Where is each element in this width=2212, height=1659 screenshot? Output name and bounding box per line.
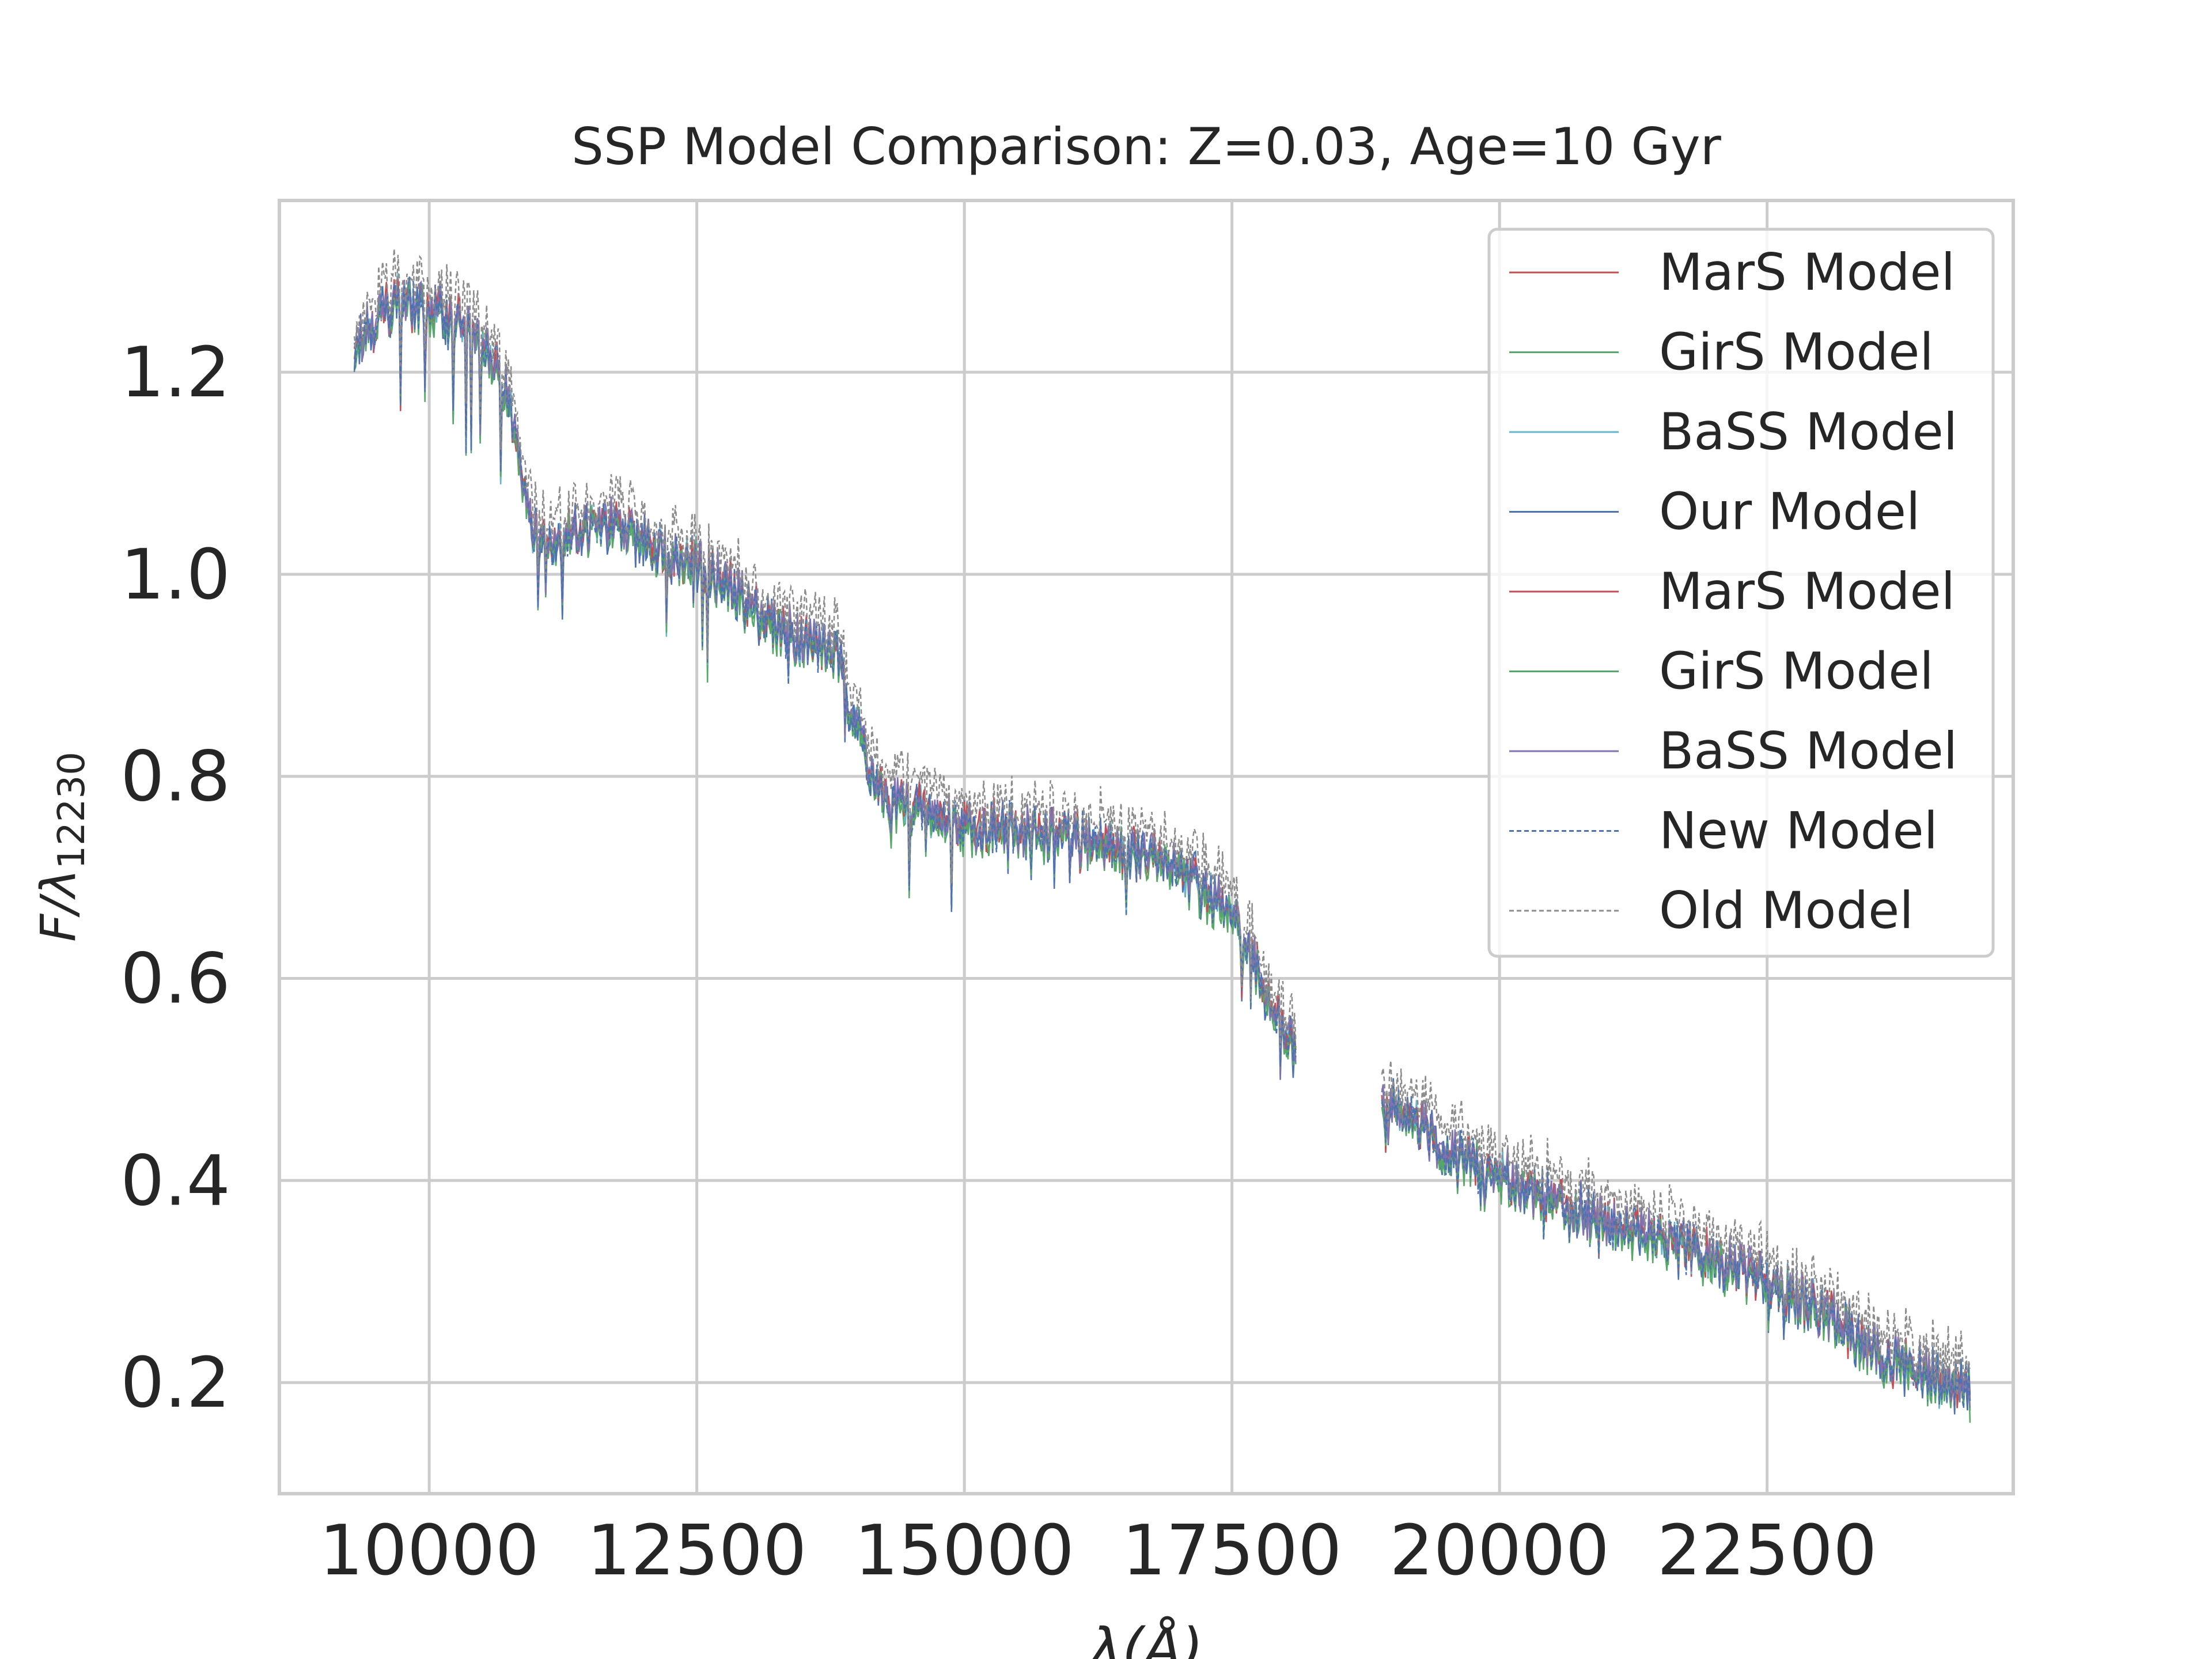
plot-area	[353, 248, 1971, 1423]
chart-title: SSP Model Comparison: Z=0.03, Age=10 Gyr	[571, 117, 1722, 176]
y-tick-label: 0.6	[120, 940, 230, 1020]
legend-label: GirS Model	[1659, 323, 1934, 382]
axes-frame	[278, 199, 2015, 1495]
x-axis-label: λ(Å)	[1086, 1616, 1203, 1659]
legend: MarS Model GirS Model BaSS Model Our Model M…	[1487, 228, 1995, 958]
y-axis: 0.2 0.4 0.6 0.8 1.0 1.2	[120, 333, 230, 1423]
y-tick-label: 0.2	[120, 1343, 230, 1423]
y-axis-label-subscript: 12230	[51, 752, 93, 869]
legend-label: BaSS Model	[1659, 721, 1957, 781]
x-tick-label: 15000	[854, 1511, 1074, 1591]
x-tick-label: 20000	[1389, 1511, 1609, 1591]
y-axis-label: F/λ12230	[30, 752, 93, 942]
x-tick-label: 10000	[319, 1511, 539, 1591]
series-line	[353, 248, 1971, 1396]
y-tick-label: 1.2	[120, 333, 230, 413]
y-tick-label: 0.8	[120, 737, 230, 817]
y-tick-label: 0.4	[120, 1141, 230, 1221]
legend-label: GirS Model	[1659, 642, 1934, 701]
series-line	[353, 281, 1971, 1412]
y-axis-label-main: F/λ	[30, 869, 86, 942]
legend-label: Old Model	[1659, 881, 1914, 940]
legend-label: Our Model	[1659, 482, 1920, 541]
legend-label: MarS Model	[1659, 562, 1955, 621]
x-tick-label: 22500	[1657, 1511, 1877, 1591]
legend-box	[1487, 228, 1995, 958]
legend-label: BaSS Model	[1659, 402, 1957, 461]
legend-label: New Model	[1659, 801, 1938, 861]
x-tick-label: 17500	[1122, 1511, 1342, 1591]
legend-label: MarS Model	[1659, 243, 1955, 302]
x-tick-label: 12500	[587, 1511, 807, 1591]
y-tick-label: 1.0	[120, 535, 230, 615]
x-axis: 10000 12500 15000 17500 20000 22500	[319, 1511, 1877, 1591]
